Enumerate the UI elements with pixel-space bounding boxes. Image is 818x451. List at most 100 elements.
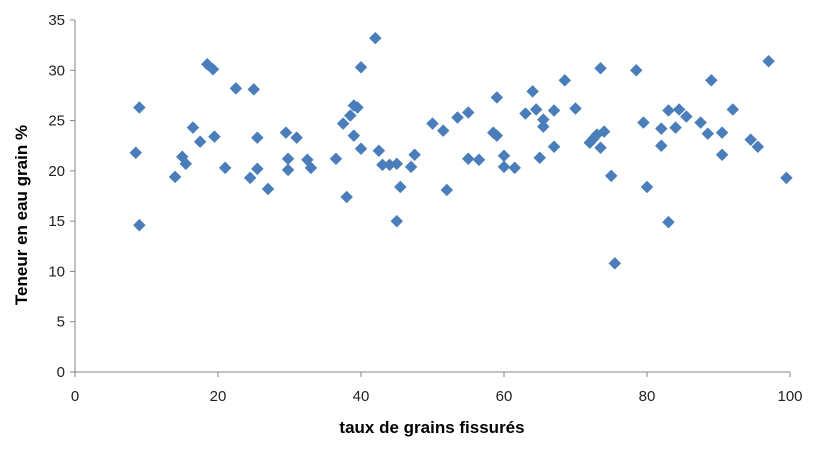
data-point xyxy=(329,152,343,166)
data-point xyxy=(490,91,504,104)
data-point xyxy=(440,183,454,197)
data-point xyxy=(640,180,654,194)
data-point xyxy=(679,110,693,123)
data-point xyxy=(250,162,264,176)
tick-marks xyxy=(70,19,791,377)
data-point xyxy=(608,257,622,270)
data-point xyxy=(604,169,618,183)
data-points xyxy=(129,31,793,270)
y-tick-label: 35 xyxy=(48,12,65,29)
data-point xyxy=(497,160,511,174)
data-point xyxy=(704,73,718,87)
data-point xyxy=(132,218,146,232)
data-point xyxy=(336,117,350,130)
data-point xyxy=(569,102,582,115)
data-point xyxy=(744,133,758,147)
data-point xyxy=(206,62,220,76)
data-point xyxy=(340,190,354,204)
axes xyxy=(74,20,790,373)
data-point xyxy=(408,148,421,162)
data-point xyxy=(637,116,650,129)
data-point xyxy=(354,60,368,74)
data-point xyxy=(490,129,504,143)
data-point xyxy=(629,63,643,77)
data-point xyxy=(594,61,607,75)
data-point xyxy=(594,141,607,155)
data-point xyxy=(762,54,775,68)
data-point xyxy=(669,121,682,134)
data-point xyxy=(526,85,539,98)
data-point xyxy=(701,127,715,140)
data-point xyxy=(281,152,295,166)
data-point xyxy=(229,82,243,95)
data-point xyxy=(354,142,368,156)
data-point xyxy=(390,214,404,228)
data-point xyxy=(426,117,439,130)
data-point xyxy=(250,131,264,145)
data-point xyxy=(218,161,232,175)
data-point xyxy=(168,170,182,184)
y-tick-label: 5 xyxy=(57,314,65,331)
data-point xyxy=(536,120,550,133)
y-tick-label: 30 xyxy=(48,62,65,79)
x-tick-label: 100 xyxy=(777,388,802,405)
data-point xyxy=(694,116,707,129)
data-point xyxy=(132,101,146,114)
data-point xyxy=(193,135,207,149)
data-point xyxy=(372,144,386,158)
data-point xyxy=(654,122,668,135)
data-point xyxy=(179,157,193,171)
data-point xyxy=(436,124,450,137)
x-tick-label: 80 xyxy=(639,388,656,405)
data-point xyxy=(186,121,200,134)
data-point xyxy=(208,130,221,144)
x-tick-label: 40 xyxy=(353,388,370,405)
data-point xyxy=(715,126,729,139)
y-axis-title: Teneur en eau grain % xyxy=(12,125,31,305)
data-point xyxy=(654,139,668,153)
data-point xyxy=(547,104,561,117)
data-point xyxy=(662,104,675,117)
data-point xyxy=(304,161,318,175)
data-point xyxy=(751,140,765,154)
y-tick-label: 25 xyxy=(48,113,65,130)
x-tick-label: 20 xyxy=(210,388,227,405)
data-point xyxy=(247,83,261,96)
x-tick-label: 60 xyxy=(496,388,513,405)
data-point xyxy=(519,107,532,120)
y-tick-label: 0 xyxy=(57,364,65,381)
data-point xyxy=(508,161,522,175)
y-tick-label: 20 xyxy=(48,163,65,180)
data-point xyxy=(461,152,475,166)
data-point xyxy=(533,151,547,165)
data-point xyxy=(351,101,364,114)
data-point xyxy=(368,31,382,45)
data-point xyxy=(558,73,572,87)
data-point xyxy=(347,129,361,143)
data-point xyxy=(279,126,293,139)
data-point xyxy=(461,106,475,119)
data-point xyxy=(243,171,257,185)
data-point xyxy=(290,131,304,145)
data-point xyxy=(780,171,793,185)
data-point xyxy=(390,157,404,171)
data-point xyxy=(261,182,275,196)
data-point xyxy=(726,103,740,116)
data-point xyxy=(597,125,611,138)
data-point xyxy=(529,103,543,116)
data-point xyxy=(472,153,486,167)
data-point xyxy=(404,160,418,174)
data-point xyxy=(393,180,407,194)
data-point xyxy=(129,146,143,160)
data-point xyxy=(497,149,511,163)
x-axis-title: taux de grains fissurés xyxy=(339,418,524,437)
data-point xyxy=(672,103,686,116)
x-tick-label: 0 xyxy=(71,388,79,405)
data-point xyxy=(547,140,561,154)
tick-labels: 0 5 10 15 20 25 30 35 0 20 40 60 80 100 xyxy=(48,12,802,405)
data-point xyxy=(451,111,464,124)
data-point xyxy=(281,163,295,177)
data-point xyxy=(343,109,357,122)
